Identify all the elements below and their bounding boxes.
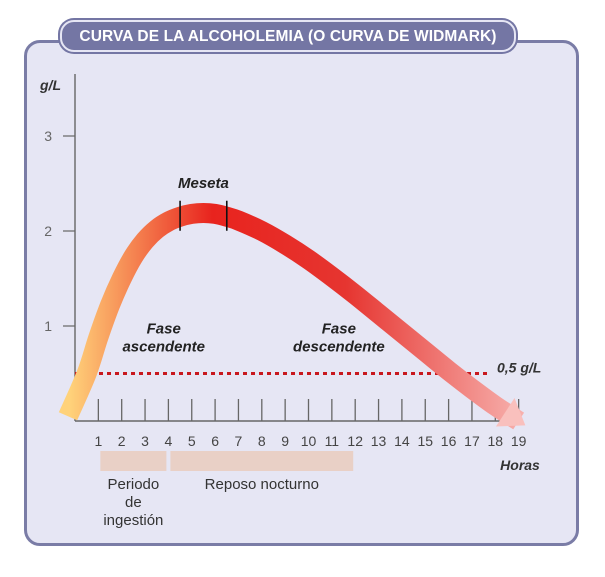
phase-label-1-0: Fase <box>322 321 356 338</box>
x-tick-label-16: 16 <box>441 433 457 449</box>
x-tick-label-12: 12 <box>347 433 363 449</box>
plateau-label: Meseta <box>178 175 229 192</box>
x-tick-label-4: 4 <box>165 433 173 449</box>
y-axis-label: g/L <box>39 77 61 93</box>
x-tick-label-2: 2 <box>118 433 126 449</box>
x-tick-label-8: 8 <box>258 433 266 449</box>
phase-label-1-1: descendente <box>293 339 385 356</box>
x-tick-label-13: 13 <box>371 433 387 449</box>
phase-label-0-1: ascendente <box>122 339 205 356</box>
threshold-label: 0,5 g/L <box>497 360 541 376</box>
period-label-1-0: Reposo nocturno <box>205 476 319 493</box>
y-tick-label-1: 1 <box>44 318 52 334</box>
x-tick-label-1: 1 <box>94 433 102 449</box>
x-tick-label-9: 9 <box>281 433 289 449</box>
x-tick-label-5: 5 <box>188 433 196 449</box>
phase-label-0-0: Fase <box>147 321 181 338</box>
period-bar-1 <box>170 451 354 471</box>
x-tick-label-14: 14 <box>394 433 410 449</box>
x-tick-label-6: 6 <box>211 433 219 449</box>
y-tick-label-2: 2 <box>44 223 52 239</box>
x-tick-label-17: 17 <box>464 433 480 449</box>
x-tick-label-3: 3 <box>141 433 149 449</box>
x-tick-label-15: 15 <box>417 433 433 449</box>
period-label-0-0: Periodo <box>108 476 160 493</box>
y-tick-label-3: 3 <box>44 128 52 144</box>
chart-title: CURVA DE LA ALCOHOLEMIA (O CURVA DE WIDM… <box>60 20 516 52</box>
x-tick-label-18: 18 <box>488 433 504 449</box>
x-axis-label: Horas <box>500 457 540 473</box>
x-tick-label-11: 11 <box>325 433 340 449</box>
x-tick-label-19: 19 <box>511 433 527 449</box>
period-label-0-1: de <box>125 494 142 511</box>
period-bar-0 <box>100 451 167 471</box>
alcohol-curve <box>58 202 525 430</box>
x-tick-label-10: 10 <box>301 433 317 449</box>
x-tick-label-7: 7 <box>235 433 243 449</box>
period-label-0-2: ingestión <box>103 512 163 529</box>
curve-arrowhead <box>495 398 526 427</box>
